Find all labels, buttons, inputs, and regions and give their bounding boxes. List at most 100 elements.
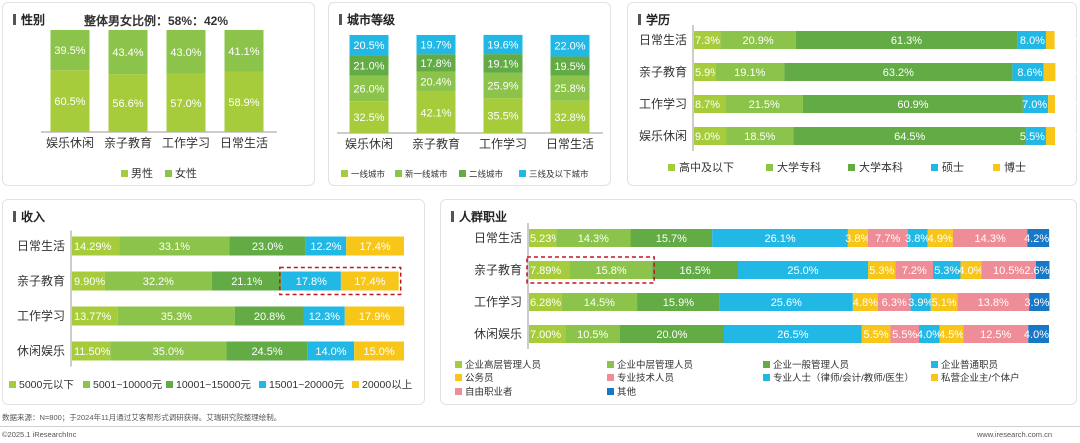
education-legend-label: 大学专科 — [777, 160, 821, 174]
occupation-legend-swatch — [455, 361, 462, 368]
occupation-data-label: 5.23% — [530, 233, 561, 245]
gender-legend-label: 男性 — [131, 166, 153, 180]
city-category-label: 日常生活 — [546, 137, 594, 151]
city-legend-label: 二线城市 — [469, 169, 504, 179]
income-data-label: 20.8% — [254, 311, 285, 323]
occupation-data-label: 3.9% — [1024, 297, 1049, 309]
city-data-label: 19.7% — [420, 40, 451, 52]
gender-data-label: 58.9% — [228, 97, 259, 109]
city-bar-segment — [550, 56, 590, 76]
income-bar-segment — [72, 306, 118, 326]
income-category-label: 亲子教育 — [17, 273, 65, 288]
city-data-label: 35.5% — [487, 111, 518, 123]
education-bar-segment — [1045, 127, 1055, 145]
education-panel: 学历 7.3% 20.9% 61.3% 8.0% 2.4% 日常生活 5.9% 19.1% 63… — [627, 2, 1078, 186]
occupation-legend-swatch — [607, 374, 614, 381]
city-bar-segment — [550, 100, 590, 133]
education-data-label: 19.1% — [734, 67, 765, 79]
education-category-label: 亲子教育 — [639, 64, 687, 79]
city-data-label: 19.6% — [487, 40, 518, 52]
education-bar-segment — [694, 127, 727, 145]
city-bar-segment — [550, 34, 590, 57]
income-bar-segment — [340, 271, 399, 291]
data-source-note: 数据来源：N=800；于2024年11月通过艾客帮形式调研获得。艾瑞研究院整理绘… — [2, 413, 282, 422]
occupation-bar-segment — [847, 229, 868, 247]
income-data-label: 17.4% — [354, 276, 385, 288]
income-data-label: 9.90% — [74, 276, 105, 288]
occupation-data-label: 25.6% — [771, 297, 802, 309]
income-bar-segment — [226, 341, 308, 361]
occupation-bar-segment — [957, 293, 1030, 311]
gender-panel: 性别 60.5% 39.5% 娱乐休闲 56.6% 43.4% 亲子教育 57.0% 43.0… — [2, 2, 315, 186]
occupation-data-label: 15.9% — [663, 297, 694, 309]
occupation-highlight-box — [526, 256, 655, 284]
occupation-data-label: 7.89% — [530, 265, 561, 277]
education-bar-segment — [720, 31, 796, 49]
education-legend-swatch — [993, 164, 1000, 171]
city-chart: 32.5% 26.0% 21.0% 20.5% 娱乐休闲 42.1% 20.4% 17.8% 1… — [337, 34, 603, 179]
income-title: 收入 — [13, 208, 45, 225]
city-data-label: 32.5% — [353, 112, 384, 124]
occupation-data-label: 6.28% — [530, 297, 561, 309]
occupation-bar-segment — [724, 325, 862, 343]
city-bar-segment — [416, 71, 456, 92]
occupation-data-label: 12.5% — [980, 329, 1011, 341]
gender-chart: 60.5% 39.5% 娱乐休闲 56.6% 43.4% 亲子教育 57.0% 43.0% 工作… — [41, 13, 277, 180]
occupation-title: 人群职业 — [451, 208, 507, 225]
education-bar-segment — [694, 63, 716, 81]
income-bar-segment — [234, 306, 304, 326]
gender-data-label: 56.6% — [112, 98, 143, 110]
city-bar-segment — [349, 75, 389, 102]
gender-data-label: 43.0% — [170, 47, 201, 59]
occupation-data-label: 10.5% — [993, 265, 1024, 277]
occupation-bar-segment — [1028, 325, 1049, 343]
income-data-label: 35.0% — [153, 346, 184, 358]
education-bar-segment — [1045, 31, 1055, 49]
income-data-label: 11.50% — [74, 346, 111, 358]
gender-bar-segment — [166, 30, 206, 74]
income-bar-segment — [211, 271, 282, 291]
occupation-data-label: 7.2% — [902, 265, 927, 277]
education-bar-segment — [1022, 95, 1049, 113]
city-data-label: 19.5% — [554, 61, 585, 73]
occupation-bar-segment — [867, 229, 908, 247]
occupation-bar-segment — [939, 325, 964, 343]
gender-data-label: 43.4% — [112, 47, 143, 59]
city-bar-segment — [416, 35, 456, 55]
occupation-data-label: 10.5% — [577, 329, 608, 341]
education-legend-swatch — [848, 164, 855, 171]
footer-divider — [0, 426, 1080, 427]
occupation-data-label: 6.3% — [882, 297, 907, 309]
education-data-label: 2.4% — [1056, 35, 1078, 47]
income-bar-segment — [104, 271, 212, 291]
occupation-category-label: 工作学习 — [474, 294, 522, 309]
occupation-bar-segment — [737, 261, 868, 279]
occupation-panel: 人群职业 5.23% 14.3% 15.7% 26.1% 3.8% 7.7% 3.8% 4.9… — [440, 199, 1077, 405]
education-data-label: 9.0% — [695, 131, 720, 143]
education-data-label: 61.3% — [891, 35, 922, 47]
education-data-label: 20.9% — [742, 35, 773, 47]
gender-data-label: 57.0% — [170, 98, 201, 110]
city-legend-swatch — [519, 170, 526, 177]
occupation-data-label: 4.0% — [958, 265, 983, 277]
city-data-label: 20.5% — [353, 40, 384, 52]
education-legend-swatch — [668, 164, 675, 171]
occupation-legend-swatch — [763, 374, 770, 381]
occupation-data-label: 14.3% — [975, 233, 1006, 245]
occupation-bar-segment — [556, 229, 631, 247]
income-legend-label: 15001~20000元 — [269, 379, 345, 391]
occupation-data-label: 15.7% — [656, 233, 687, 245]
occupation-legend-swatch — [455, 388, 462, 395]
city-data-label: 17.8% — [420, 58, 451, 70]
income-bar-segment — [119, 236, 230, 256]
income-legend-swatch — [352, 381, 359, 388]
occupation-legend-label: 自由职业者 — [465, 386, 513, 398]
occupation-bar-segment — [652, 261, 738, 279]
occupation-bar-segment — [620, 325, 724, 343]
income-bar-segment — [72, 236, 120, 256]
occupation-data-label: 25.0% — [787, 265, 818, 277]
income-data-label: 17.4% — [359, 241, 390, 253]
education-data-label: 8.7% — [695, 99, 720, 111]
occupation-data-label: 5.3% — [869, 265, 894, 277]
income-bar-segment — [110, 341, 227, 361]
